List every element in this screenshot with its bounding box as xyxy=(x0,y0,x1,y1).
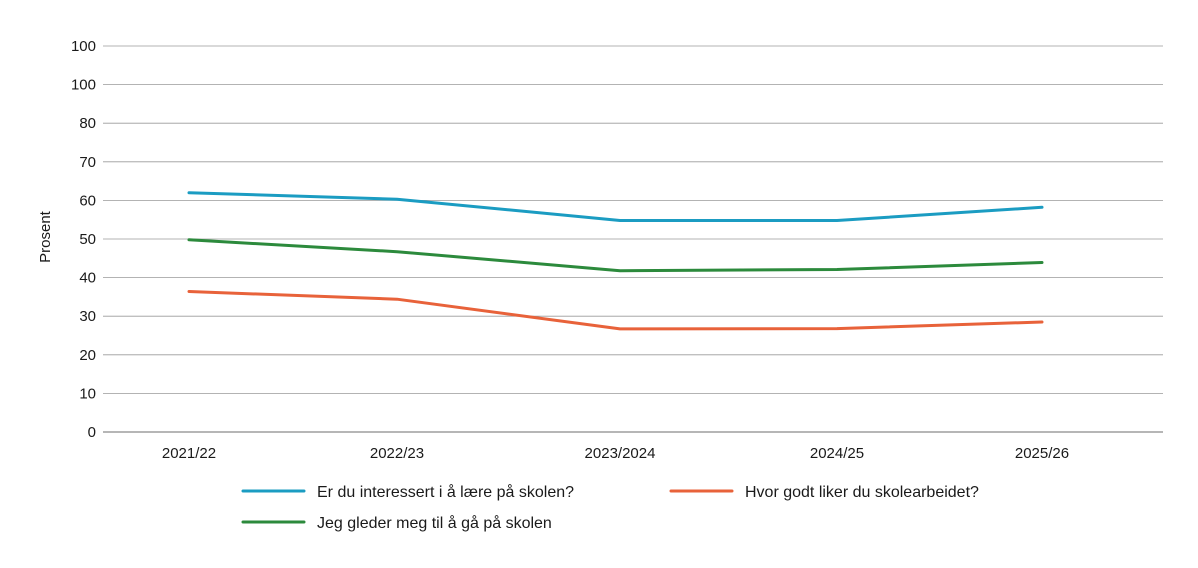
y-tick-label: 40 xyxy=(79,270,96,287)
y-tick-label: 100 xyxy=(71,38,96,55)
legend-label: Jeg gleder meg til å gå på skolen xyxy=(317,514,552,532)
y-tick-label: 50 xyxy=(79,231,96,248)
y-tick-label: 0 xyxy=(88,424,96,441)
series-line-1 xyxy=(187,191,1044,222)
x-tick-label: 2021/22 xyxy=(162,445,216,462)
legend-item: Hvor godt liker du skolearbeidet? xyxy=(669,484,979,501)
series-line-2 xyxy=(187,290,1044,331)
y-tick-label: 60 xyxy=(79,192,96,209)
legend-item: Jeg gleder meg til å gå på skolen xyxy=(241,514,552,532)
y-tick-label: 10 xyxy=(79,385,96,402)
x-tick-label: 2022/23 xyxy=(370,445,424,462)
grid-lines xyxy=(103,45,1163,433)
y-tick-label: 70 xyxy=(79,154,96,171)
legend-label: Er du interessert i å lære på skolen? xyxy=(317,483,574,501)
series-line-3 xyxy=(187,238,1044,273)
legend-label: Hvor godt liker du skolearbeidet? xyxy=(745,484,979,501)
y-tick-label: 80 xyxy=(79,115,96,132)
x-tick-label: 2024/25 xyxy=(810,445,864,462)
y-tick-label: 100 xyxy=(71,77,96,94)
y-axis-ticks: 0 10 20 30 40 50 60 70 80 100 100 xyxy=(71,38,96,441)
x-tick-label: 2023/2024 xyxy=(585,445,656,462)
legend: Er du interessert i å lære på skolen? Hvo… xyxy=(241,483,979,532)
y-tick-label: 20 xyxy=(79,347,96,364)
y-tick-label: 30 xyxy=(79,308,96,325)
series-lines xyxy=(187,191,1044,331)
y-axis-title: Prosent xyxy=(37,210,54,263)
x-axis-ticks: 2021/22 2022/23 2023/2024 2024/25 2025/26 xyxy=(162,445,1069,462)
x-tick-label: 2025/26 xyxy=(1015,445,1069,462)
legend-item: Er du interessert i å lære på skolen? xyxy=(241,483,574,501)
